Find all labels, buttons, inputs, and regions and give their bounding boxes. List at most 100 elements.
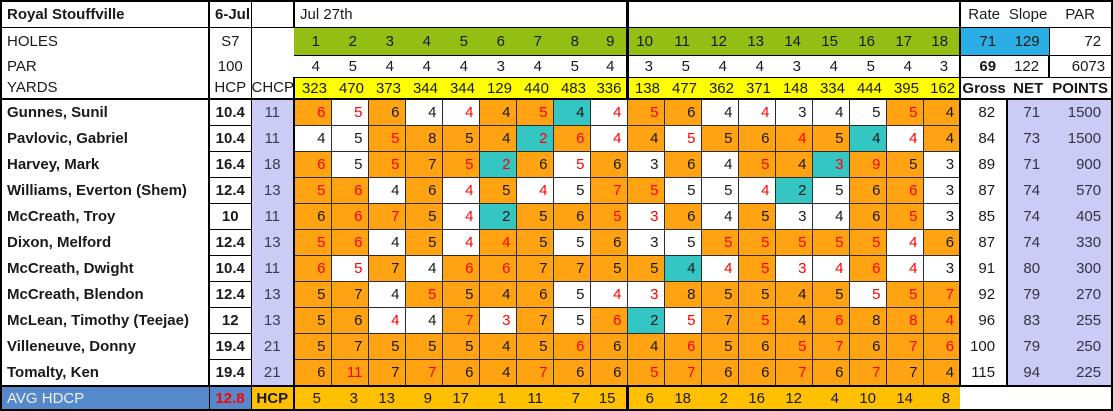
score-cell[interactable]: 6 — [848, 177, 887, 204]
score-cell[interactable]: 3 — [478, 307, 517, 334]
score-cell[interactable]: 5 — [330, 151, 369, 178]
score-cell[interactable]: 6 — [663, 333, 702, 360]
hole-hcp-cell[interactable]: 3 — [331, 385, 368, 410]
hole-hcp-cell[interactable]: 5 — [294, 385, 331, 410]
course-par-cell[interactable]: 72 — [1048, 27, 1113, 56]
player-chcp-cell[interactable]: 11 — [251, 255, 295, 282]
score-cell[interactable]: 6 — [737, 125, 776, 152]
hole-par-cell[interactable]: 4 — [738, 55, 775, 78]
player-points-cell[interactable]: 225 — [1049, 359, 1113, 386]
score-cell[interactable]: 5 — [404, 229, 443, 256]
score-cell[interactable]: 3 — [922, 255, 961, 282]
hole-par-cell[interactable]: 4 — [590, 55, 627, 78]
player-name-cell[interactable]: Dixon, Melford — [1, 229, 210, 256]
score-cell[interactable]: 4 — [589, 281, 628, 308]
hole-number-cell[interactable]: 14 — [775, 27, 812, 56]
player-chcp-cell[interactable]: 18 — [251, 151, 295, 178]
score-cell[interactable]: 6 — [293, 98, 332, 126]
total-yards-cell[interactable]: 6073 — [1048, 55, 1113, 78]
par-value-cell[interactable]: 100 — [209, 55, 252, 78]
score-cell[interactable]: 6 — [330, 307, 369, 334]
hole-number-cell[interactable]: 9 — [590, 27, 627, 56]
hole-yards-cell[interactable]: 129 — [479, 77, 516, 100]
score-cell[interactable]: 8 — [885, 307, 924, 334]
hole-number-cell[interactable]: 6 — [479, 27, 516, 56]
score-cell[interactable]: 3 — [811, 151, 850, 178]
score-cell[interactable]: 6 — [478, 255, 517, 282]
score-cell[interactable]: 5 — [441, 151, 480, 178]
score-cell[interactable]: 5 — [848, 281, 887, 308]
player-gross-cell[interactable]: 84 — [959, 125, 1009, 152]
hole-par-cell[interactable]: 4 — [368, 55, 405, 78]
score-cell[interactable]: 7 — [515, 307, 554, 334]
score-cell[interactable]: 5 — [441, 333, 480, 360]
player-net-cell[interactable]: 71 — [1007, 151, 1050, 178]
score-cell[interactable]: 4 — [737, 98, 776, 126]
score-cell[interactable]: 7 — [774, 359, 813, 387]
score-cell[interactable]: 7 — [552, 255, 591, 282]
player-name-cell[interactable]: McCreath, Dwight — [1, 255, 210, 282]
hole-number-cell[interactable]: 13 — [738, 27, 775, 56]
score-cell[interactable]: 9 — [848, 151, 887, 178]
rate-label-cell[interactable]: Rate — [959, 1, 1008, 28]
player-chcp-cell[interactable]: 11 — [251, 203, 295, 230]
score-cell[interactable]: 5 — [515, 203, 554, 230]
score-cell[interactable]: 4 — [589, 98, 628, 126]
player-gross-cell[interactable]: 92 — [959, 281, 1009, 308]
hole-yards-cell[interactable]: 336 — [590, 77, 627, 100]
score-cell[interactable]: 5 — [367, 125, 406, 152]
score-cell[interactable]: 4 — [478, 229, 517, 256]
empty-cell[interactable] — [251, 56, 294, 78]
score-cell[interactable]: 4 — [404, 98, 443, 126]
header-spacer-cell[interactable] — [251, 1, 294, 28]
player-net-cell[interactable]: 94 — [1007, 359, 1050, 386]
hole-number-cell[interactable]: 17 — [886, 27, 923, 56]
hole-hcp-cell[interactable]: 15 — [590, 385, 627, 410]
hole-yards-cell[interactable]: 362 — [701, 77, 738, 100]
score-cell[interactable]: 5 — [811, 177, 850, 204]
score-cell[interactable]: 5 — [552, 151, 591, 178]
score-cell[interactable]: 5 — [626, 255, 665, 282]
score-cell[interactable]: 6 — [885, 177, 924, 204]
hole-hcp-cell[interactable]: 10 — [849, 385, 886, 410]
hole-number-cell[interactable]: 1 — [294, 27, 331, 56]
score-cell[interactable]: 4 — [885, 255, 924, 282]
score-cell[interactable]: 5 — [885, 151, 924, 178]
player-gross-cell[interactable]: 115 — [959, 359, 1009, 386]
score-cell[interactable]: 5 — [552, 281, 591, 308]
score-cell[interactable]: 6 — [922, 229, 961, 256]
player-hcp-cell[interactable]: 16.4 — [208, 151, 252, 178]
score-cell[interactable]: 4 — [626, 333, 665, 360]
score-cell[interactable]: 6 — [515, 151, 554, 178]
hole-par-cell[interactable]: 4 — [886, 55, 923, 78]
hole-yards-cell[interactable]: 440 — [516, 77, 553, 100]
slope2-value-cell[interactable]: 122 — [1007, 55, 1050, 78]
hole-par-cell[interactable]: 5 — [849, 55, 886, 78]
player-chcp-cell[interactable]: 13 — [251, 177, 295, 204]
hcp-row-label[interactable]: HCP — [250, 385, 295, 410]
score-cell[interactable]: 7 — [367, 255, 406, 282]
player-points-cell[interactable]: 570 — [1049, 177, 1113, 204]
date-cell[interactable]: 6-Jul — [209, 1, 252, 28]
score-cell[interactable]: 5 — [589, 203, 628, 230]
par-label-cell[interactable]: PAR — [1049, 1, 1113, 28]
player-hcp-cell[interactable]: 10.4 — [208, 255, 252, 282]
score-cell[interactable]: 4 — [404, 255, 443, 282]
hole-par-cell[interactable]: 4 — [405, 55, 442, 78]
score-cell[interactable]: 3 — [774, 203, 813, 230]
score-cell[interactable]: 6 — [441, 255, 480, 282]
score-cell[interactable]: 4 — [515, 177, 554, 204]
score-cell[interactable]: 7 — [700, 307, 739, 334]
score-cell[interactable]: 4 — [367, 177, 406, 204]
score-cell[interactable]: 5 — [700, 281, 739, 308]
score-cell[interactable]: 6 — [330, 229, 369, 256]
score-cell[interactable]: 4 — [589, 125, 628, 152]
hole-hcp-cell[interactable]: 13 — [368, 385, 405, 410]
player-gross-cell[interactable]: 100 — [959, 333, 1009, 360]
hole-number-cell[interactable]: 8 — [553, 27, 590, 56]
player-name-cell[interactable]: Williams, Everton (Shem) — [1, 177, 210, 204]
hole-yards-cell[interactable]: 138 — [625, 77, 664, 100]
player-points-cell[interactable]: 300 — [1049, 255, 1113, 282]
score-cell[interactable]: 5 — [367, 333, 406, 360]
hole-yards-cell[interactable]: 373 — [368, 77, 405, 100]
